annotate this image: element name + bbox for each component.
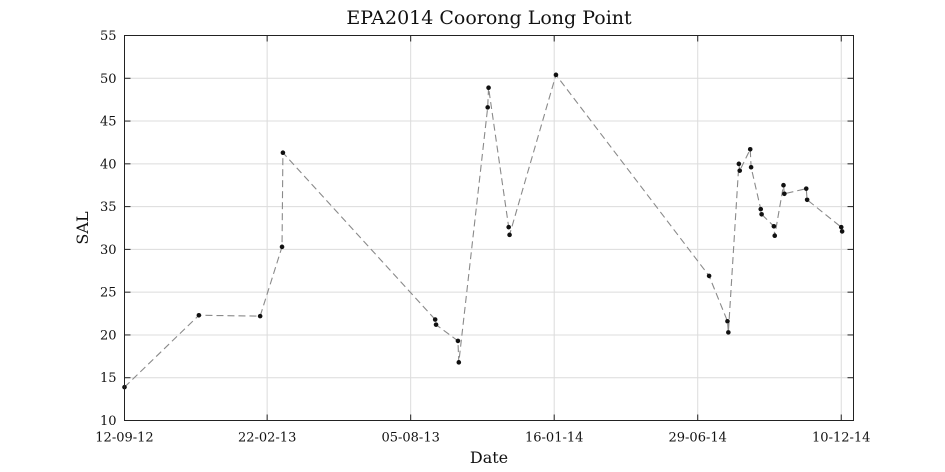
data-point — [839, 229, 845, 234]
data-point — [725, 318, 730, 324]
x-tick-label: 05-08-13 — [381, 431, 439, 446]
y-tick-label: 40 — [100, 157, 117, 172]
x-tick-label: 29-06-14 — [669, 431, 727, 446]
x-tick-label: 12-09-12 — [95, 431, 153, 446]
y-tick-label: 55 — [100, 29, 117, 44]
data-point — [257, 313, 263, 319]
data-point — [747, 146, 753, 152]
data-point — [456, 360, 462, 365]
data-point — [726, 330, 731, 335]
chart-title: EPA2014 Coorong Long Point — [346, 7, 632, 29]
y-tick-label: 30 — [100, 243, 117, 258]
y-tick-label: 25 — [100, 286, 117, 301]
y-axis-label: SAL — [73, 211, 92, 245]
y-tick-label: 20 — [100, 328, 117, 343]
plot-frame — [124, 35, 854, 421]
data-point — [196, 312, 202, 318]
x-axis-label: Date — [470, 448, 508, 467]
data-point — [804, 197, 810, 203]
data-series — [122, 72, 845, 390]
y-tick-label: 10 — [100, 414, 117, 429]
series-line — [124, 73, 843, 388]
data-point — [506, 224, 511, 230]
data-point — [486, 85, 491, 90]
data-point — [433, 322, 439, 327]
data-point — [432, 317, 438, 322]
y-tick-label: 50 — [100, 72, 117, 87]
x-tick-label: 16-01-14 — [525, 431, 583, 446]
data-point — [781, 182, 786, 188]
data-point — [737, 168, 743, 173]
data-point — [771, 223, 777, 229]
data-point — [553, 72, 559, 78]
data-point — [485, 105, 490, 110]
data-point — [280, 150, 286, 156]
data-point — [507, 232, 512, 238]
axis-ticks: 10 15 20 25 30 35 40 45 50 55 12-09-12 22-02-13 05-0… — [95, 29, 870, 446]
x-tick-label: 22-02-13 — [238, 431, 296, 446]
data-point — [279, 244, 285, 250]
data-point — [759, 212, 764, 217]
data-point — [736, 161, 742, 167]
y-tick-label: 45 — [100, 115, 117, 130]
y-tick-label: 15 — [100, 371, 117, 386]
data-point — [758, 206, 764, 212]
data-point — [772, 233, 778, 238]
data-point — [803, 186, 809, 191]
x-tick-label: 10-12-14 — [812, 431, 870, 446]
data-point — [748, 164, 754, 170]
data-point — [706, 273, 712, 279]
y-tick-label: 35 — [100, 200, 117, 215]
data-point — [455, 338, 461, 344]
data-point — [782, 191, 787, 197]
data-point — [838, 224, 844, 230]
